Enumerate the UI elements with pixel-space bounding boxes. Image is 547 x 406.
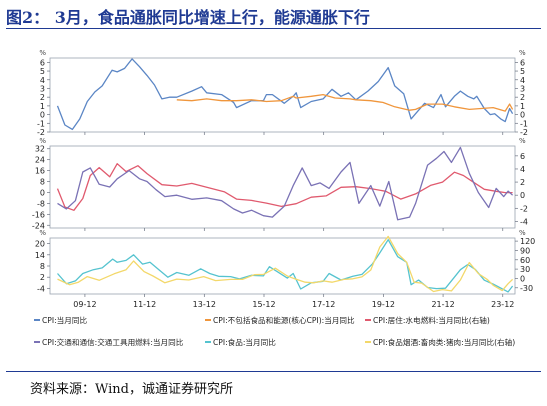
panel-frame [49, 145, 516, 229]
x-tick-label: 15-12 [252, 300, 275, 309]
right-tick-label: -2 [520, 204, 528, 213]
right-unit-label: % [519, 229, 526, 237]
legend-label: CPI:交通和通信:交通工具用燃料:当月同比 [42, 337, 184, 347]
right-tick-label: 2 [520, 178, 525, 187]
right-tick-label: 3 [520, 84, 525, 93]
series-line [176, 93, 514, 112]
x-tick-label: 17-12 [312, 300, 335, 309]
x-tick-label: 19-12 [372, 300, 395, 309]
left-tick-label: -8 [37, 199, 45, 208]
left-tick-label: 14 [35, 251, 45, 260]
right-tick-label: 2 [520, 93, 525, 102]
chart-legend: CPI:当月同比 CPI:不包括食品和能源(核心CPI):当月同比 CPI:居住:水… [34, 315, 515, 347]
source-note: 资料来源：Wind，诚通证券研究所 [30, 382, 233, 397]
legend-label: CPI:食品烟酒:畜肉类:猪肉:当月同比(右轴) [373, 337, 515, 347]
right-tick-label: 4 [520, 76, 525, 85]
left-unit-label: % [39, 137, 46, 145]
left-tick-label: 0 [40, 188, 45, 197]
left-tick-label: -24 [32, 221, 45, 230]
right-tick-label: 0 [520, 274, 525, 283]
left-tick-label: 2 [40, 93, 45, 102]
right-unit-label: % [519, 137, 526, 145]
left-tick-label: 3 [40, 84, 45, 93]
right-tick-label: 30 [520, 265, 530, 274]
right-tick-label: 120 [520, 237, 535, 246]
bottom-rule [6, 371, 541, 372]
right-tick-label: -4 [520, 217, 528, 226]
left-tick-label: 5 [40, 67, 45, 76]
legend-label: CPI:居住:水电燃料:当月同比(右轴) [373, 315, 490, 325]
right-tick-label: 60 [520, 256, 530, 265]
left-unit-label: % [39, 229, 46, 237]
left-tick-label: 0 [40, 111, 45, 120]
legend-label: CPI:当月同比 [42, 315, 87, 325]
right-tick-label: 5 [520, 67, 525, 76]
left-tick-label: 4 [40, 76, 45, 85]
right-tick-label: -30 [520, 284, 533, 293]
panel-frame [49, 237, 516, 295]
series-line [56, 58, 514, 131]
right-tick-label: 6 [520, 58, 525, 67]
x-tick-label: 11-12 [133, 300, 156, 309]
left-tick-label: 24 [35, 156, 45, 165]
series-line [56, 163, 513, 211]
right-tick-label: -1 [520, 119, 528, 128]
left-tick-label: 16 [35, 167, 45, 176]
left-tick-label: -2 [37, 128, 45, 137]
right-tick-label: 0 [520, 191, 525, 200]
x-tick-label: 23-12 [491, 300, 514, 309]
left-tick-label: 8 [40, 178, 45, 187]
left-tick-label: -4 [37, 284, 45, 293]
legend-label: CPI:不包括食品和能源(核心CPI):当月同比 [213, 315, 355, 325]
series-line [57, 146, 514, 221]
left-tick-label: 8 [40, 262, 45, 271]
right-tick-label: 6 [520, 152, 525, 161]
x-tick-label: 09-12 [73, 300, 96, 309]
right-tick-label: -2 [520, 128, 528, 137]
series-line [57, 239, 514, 293]
left-tick-label: 6 [40, 58, 45, 67]
left-tick-label: 2 [40, 273, 45, 282]
left-tick-label: 32 [35, 145, 45, 154]
legend-label: CPI:食品:当月同比 [213, 337, 276, 347]
figure-title: 图2： 3月，食品通胀同比增速上行，能源通胀下行 [6, 8, 370, 27]
right-tick-label: 1 [520, 102, 525, 111]
x-tick-label: 21-12 [431, 300, 454, 309]
series-line [57, 235, 514, 293]
right-tick-label: 90 [520, 246, 530, 255]
title-rule [6, 28, 541, 29]
right-unit-label: % [519, 49, 526, 57]
right-tick-label: 4 [520, 165, 525, 174]
panel-frame [49, 57, 516, 133]
left-tick-label: 20 [35, 240, 45, 249]
left-tick-label: 1 [40, 102, 45, 111]
left-tick-label: -16 [32, 210, 45, 219]
left-unit-label: % [39, 49, 46, 57]
left-tick-label: -1 [37, 119, 45, 128]
right-tick-label: 0 [520, 111, 525, 120]
x-tick-label: 13-12 [193, 300, 216, 309]
